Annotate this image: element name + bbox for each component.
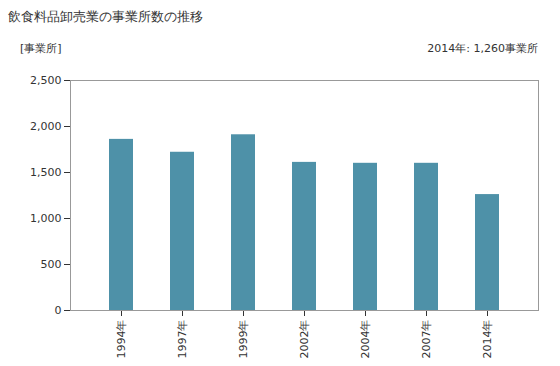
- html-text:飲食料品卸売業の事業所数の推移: 飲食料品卸売業の事業所数の推移: [8, 9, 203, 24]
- svg-text:0: 0: [55, 304, 62, 317]
- svg-text:2007年: 2007年: [420, 320, 433, 359]
- svg-text:500: 500: [41, 258, 62, 271]
- html-text:[事業所]: [事業所]: [20, 42, 62, 55]
- svg-text:2,000: 2,000: [30, 120, 62, 133]
- svg-text:2002年: 2002年: [298, 320, 311, 359]
- svg-text:2014年: 2014年: [481, 320, 494, 359]
- svg-text:1997年: 1997年: [176, 320, 189, 359]
- html-text:2014年: 1,260事業所: 2014年: 1,260事業所: [427, 42, 538, 55]
- svg-text:1994年: 1994年: [115, 320, 128, 359]
- svg-text:1999年: 1999年: [237, 320, 250, 359]
- svg-text:1,500: 1,500: [30, 166, 62, 179]
- svg-text:1,000: 1,000: [30, 212, 62, 225]
- svg-text:2,500: 2,500: [30, 74, 62, 87]
- svg-text:2004年: 2004年: [359, 320, 372, 359]
